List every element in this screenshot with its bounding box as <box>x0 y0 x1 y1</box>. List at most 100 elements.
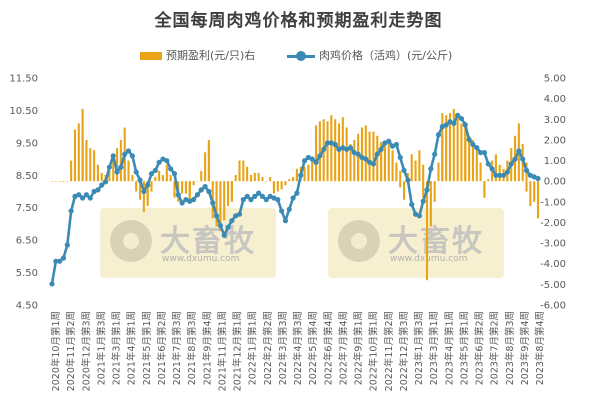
bar-profit <box>150 181 153 192</box>
bar-profit <box>475 150 478 182</box>
bar-profit <box>529 181 532 206</box>
point-price <box>420 198 426 204</box>
point-price <box>481 149 488 156</box>
point-price <box>455 112 461 118</box>
chart-title: 全国每周肉鸡价格和预期盈利走势图 <box>154 11 443 31</box>
legend-item-price[interactable]: 肉鸡价格（活鸡）(元/公斤) <box>287 47 452 63</box>
right-tick-label: 2.00 <box>544 135 566 146</box>
bar-profit <box>226 181 230 206</box>
bar-profit <box>249 181 253 182</box>
bar-profit <box>456 117 459 182</box>
bar-profit <box>169 174 172 182</box>
point-price <box>60 255 67 261</box>
point-price <box>244 193 250 199</box>
point-price <box>164 158 170 164</box>
watermark-url: www.dxumu.com <box>162 254 240 264</box>
point-price <box>500 172 507 178</box>
bar-profit <box>345 127 348 182</box>
point-price <box>49 281 55 287</box>
bar-profit <box>265 181 268 182</box>
x-tick-label: 2022年9月第1周 <box>353 311 365 385</box>
left-tick-label: 8.50 <box>16 171 38 182</box>
bar-profit <box>387 144 390 182</box>
point-price <box>416 213 422 219</box>
bar-profit <box>127 160 130 182</box>
x-tick-label: 2020年12月第3周 <box>80 311 92 391</box>
point-price <box>347 145 354 151</box>
bar-profit <box>525 181 528 192</box>
point-price <box>57 258 63 264</box>
bar-profit <box>303 166 306 182</box>
x-tick-label: 2022年12月第3周 <box>398 311 410 391</box>
bar-profit <box>207 139 210 182</box>
point-price <box>321 146 327 152</box>
x-tick-label: 2023年7月第2周 <box>489 311 501 385</box>
x-tick-label: 2023年3月第1周 <box>428 311 440 385</box>
point-price <box>497 172 503 178</box>
bar-profit <box>425 181 429 281</box>
bar-profit <box>536 181 540 219</box>
x-tick-label: 2022年2月第2周 <box>262 311 274 385</box>
legend-item-profit[interactable]: 预期盈利(元/只)右 <box>140 47 255 63</box>
bar-profit <box>146 181 149 198</box>
bar-profit <box>483 181 486 198</box>
bar-profit <box>85 139 88 182</box>
bar-profit <box>334 119 337 182</box>
point-price <box>435 132 442 138</box>
watermark-logo-icon <box>338 220 380 262</box>
bar-profit <box>257 172 260 182</box>
point-price <box>114 169 120 175</box>
point-price <box>168 166 174 172</box>
bar-profit <box>288 179 291 182</box>
bar-profit <box>238 160 241 182</box>
x-tick-label: 2021年6月第2周 <box>156 311 168 385</box>
bar-profit <box>93 150 96 182</box>
point-price <box>198 187 204 193</box>
point-price <box>432 151 438 157</box>
bar-profit <box>253 172 256 182</box>
x-tick-label: 2021年11月第1周 <box>216 311 228 391</box>
point-price <box>309 156 315 162</box>
bar-profit <box>314 125 318 182</box>
x-tick-label: 2022年1月第1周 <box>247 311 259 385</box>
bar-profit <box>326 121 329 182</box>
point-price <box>535 175 541 182</box>
point-price <box>259 193 266 199</box>
bar-profit <box>223 181 226 221</box>
point-price <box>512 156 518 162</box>
right-tick-label: -5.00 <box>540 280 566 291</box>
point-price <box>451 120 457 126</box>
bar-profit <box>200 170 203 182</box>
point-price <box>217 222 223 229</box>
x-tick-label: 2021年5月第1周 <box>141 311 153 385</box>
point-price <box>478 149 484 156</box>
x-tick-label: 2023年4月第1周 <box>443 311 455 385</box>
point-price <box>137 177 143 183</box>
left-axis: 11.50 10.50 9.50 8.50 7.50 6.50 5.50 4.50 <box>9 74 38 312</box>
bar-profit <box>533 181 536 202</box>
x-tick-label: 2022年7月第4周 <box>337 311 349 385</box>
point-price <box>171 171 178 177</box>
bar-profit <box>161 174 165 182</box>
bar-profit <box>142 181 145 213</box>
x-tick-label: 2022年11月第2周 <box>383 311 395 391</box>
point-price <box>263 197 269 203</box>
bar-profit <box>188 181 191 198</box>
point-price <box>175 192 181 198</box>
point-price <box>68 208 74 214</box>
bar-profit <box>399 181 402 188</box>
point-price <box>87 195 93 201</box>
bar-profit <box>429 181 432 227</box>
point-price <box>248 197 254 203</box>
point-price <box>324 140 331 146</box>
bar-profit <box>154 177 157 182</box>
bar-profit <box>364 125 367 182</box>
point-price <box>240 197 246 203</box>
bar-profit <box>494 154 497 182</box>
right-tick-label: -1.00 <box>540 197 566 208</box>
bar-profit <box>165 164 168 182</box>
bar-profit <box>108 170 111 182</box>
point-price <box>213 213 220 219</box>
point-price <box>95 187 101 193</box>
right-tick-label: 3.00 <box>544 115 566 126</box>
